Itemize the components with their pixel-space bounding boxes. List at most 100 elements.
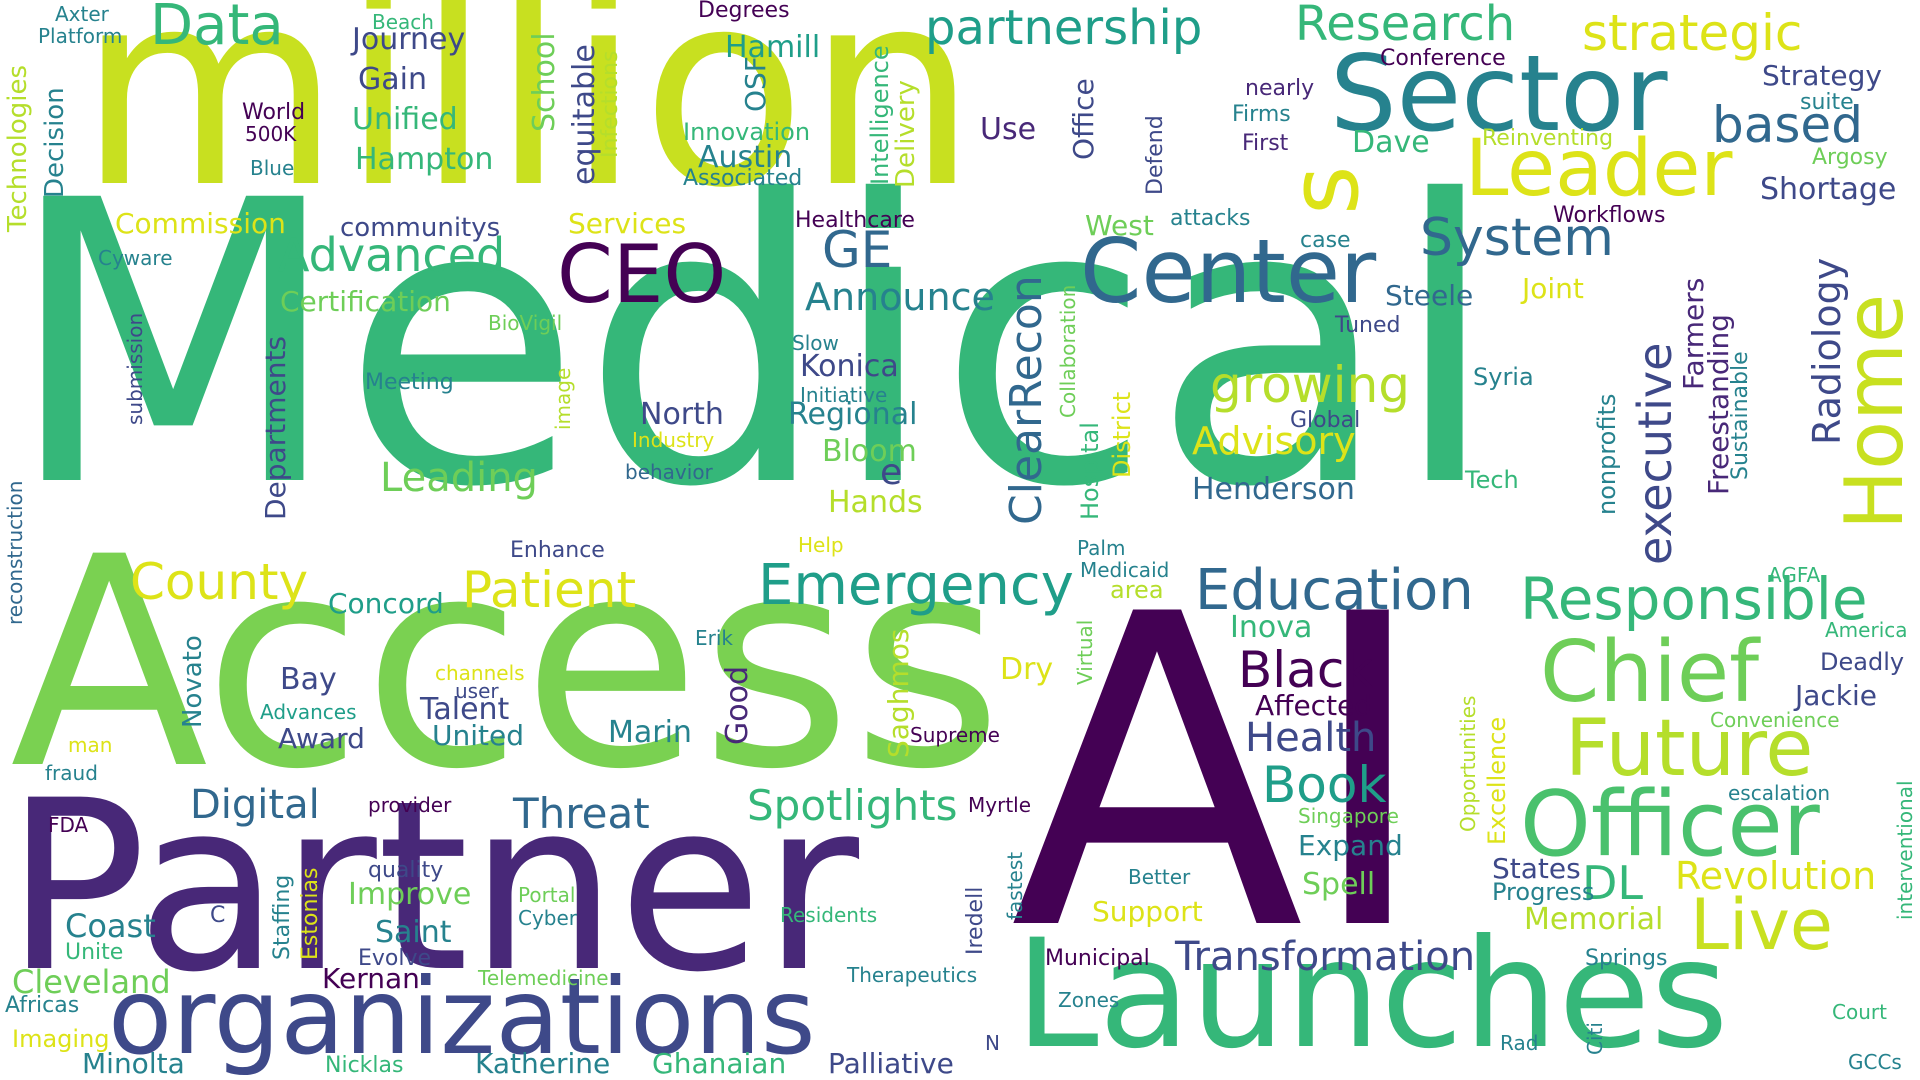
word-reconstruction: reconstruction xyxy=(3,480,27,625)
word-book: Book xyxy=(1262,756,1387,814)
word-agfa: AGFA xyxy=(1768,563,1821,587)
word-research: Research xyxy=(1295,0,1516,52)
word-chief: Chief xyxy=(1540,623,1760,722)
word-affected: Affected xyxy=(1255,689,1373,722)
word-rad: Rad xyxy=(1500,1031,1539,1055)
word-first: First xyxy=(1242,131,1289,156)
word-commission: Commission xyxy=(115,207,286,240)
word-transformation: Transformation xyxy=(1175,934,1476,980)
word-talent: Talent xyxy=(420,692,510,727)
word-improve: Improve xyxy=(348,877,472,912)
word-advances: Advances xyxy=(260,700,357,724)
word-data: Data xyxy=(150,0,284,58)
word-partnership: partnership xyxy=(925,0,1203,56)
word-intelligence: Intelligence xyxy=(866,45,894,185)
word-hampton: Hampton xyxy=(355,142,494,177)
word-channels: channels xyxy=(435,661,525,685)
word-kernan: Kernan xyxy=(322,962,420,995)
word-equitable: equitable xyxy=(567,44,602,185)
word-argosy: Argosy xyxy=(1812,145,1888,170)
word-henderson: Henderson xyxy=(1192,472,1355,507)
word-user: user xyxy=(455,679,499,703)
word-west: West xyxy=(1085,209,1154,242)
word-live: Live xyxy=(1690,884,1833,966)
word-district: District xyxy=(1108,391,1136,478)
word-technologies: Technologies xyxy=(3,64,33,232)
word-novato: Novato xyxy=(178,635,208,728)
word-steele: Steele xyxy=(1385,279,1474,312)
word-strategic: strategic xyxy=(1582,4,1803,62)
word-axter: Axter xyxy=(55,2,109,26)
word-help: Help xyxy=(798,533,844,557)
word-services: Services xyxy=(568,207,687,240)
word-saint: Saint xyxy=(375,915,452,950)
word-responsible: Responsible xyxy=(1520,565,1868,633)
word-residents: Residents xyxy=(780,903,878,927)
word-firms: Firms xyxy=(1232,102,1291,127)
word-revolution: Revolution xyxy=(1675,854,1877,898)
word-progress: Progress xyxy=(1492,878,1595,906)
word-officer: Officer xyxy=(1520,772,1820,877)
word-clearrecon: ClearRecon xyxy=(1001,275,1052,525)
word-industry: Industry xyxy=(632,428,715,452)
word-organizations: organizations xyxy=(108,956,816,1078)
word-digital: Digital xyxy=(190,782,320,828)
word-man: man xyxy=(68,733,113,757)
word-syria: Syria xyxy=(1473,363,1534,391)
word-palm: Palm xyxy=(1077,536,1126,560)
word-nearly: nearly xyxy=(1245,76,1315,101)
word-healthcare: Healthcare xyxy=(795,208,915,233)
word-nonprofits: nonprofits xyxy=(1593,393,1621,515)
word-excellence: Excellence xyxy=(1483,716,1511,845)
word-executive: executive xyxy=(1628,342,1682,565)
word-spotlights: Spotlights xyxy=(747,781,958,830)
word-education: Education xyxy=(1195,558,1474,623)
word-hospital: Hospital xyxy=(1076,422,1104,520)
word-ai: AI xyxy=(1010,525,1431,1025)
word-partner: Partner xyxy=(5,751,860,1024)
word-america: America xyxy=(1825,618,1908,642)
word-n: N xyxy=(985,1031,1000,1055)
word-case: case xyxy=(1300,228,1351,253)
word-imaging: Imaging xyxy=(12,1025,110,1053)
word-black: Black xyxy=(1238,641,1374,699)
word-tuned: Tuned xyxy=(1335,313,1401,338)
word-ge: GE xyxy=(822,221,893,279)
word-slow: Slow xyxy=(792,331,839,355)
word-dl: DL xyxy=(1582,856,1644,910)
word-supreme: Supreme xyxy=(910,723,1000,747)
word-global: Global xyxy=(1290,408,1361,433)
word-regional: Regional xyxy=(788,397,918,432)
word-citi: Citi xyxy=(1583,1022,1607,1055)
word-spell: Spell xyxy=(1302,867,1376,902)
word-ghanaian: Ghanaian xyxy=(652,1047,787,1080)
word-award: Award xyxy=(278,722,365,755)
word-dry: Dry xyxy=(1000,652,1054,687)
word-singapore: Singapore xyxy=(1298,804,1399,828)
word-opportunities: Opportunities xyxy=(1456,695,1480,832)
word-good: Good xyxy=(720,666,755,745)
word-unite: Unite xyxy=(65,940,124,965)
word-growing: growing xyxy=(1210,356,1410,414)
word-workflows: Workflows xyxy=(1553,203,1666,228)
word-future: Future xyxy=(1565,704,1814,794)
word-platform: Platform xyxy=(38,24,123,48)
word-patient: Patient xyxy=(462,561,637,619)
word-departments: Departments xyxy=(259,335,292,520)
word-county: County xyxy=(130,553,309,611)
word-marin: Marin xyxy=(608,715,692,750)
word-deadly: Deadly xyxy=(1820,648,1905,676)
word-attacks: attacks xyxy=(1170,206,1251,231)
word-conference: Conference xyxy=(1380,46,1506,71)
word-strategy: Strategy xyxy=(1762,59,1882,92)
word-collaboration: Collaboration xyxy=(1056,284,1080,418)
word-concord: Concord xyxy=(328,587,444,620)
word-municipal: Municipal xyxy=(1045,946,1150,971)
word-fastest: fastest xyxy=(1003,851,1027,920)
word-degrees: Degrees xyxy=(698,0,790,23)
word-gccs: GCCs xyxy=(1848,1050,1902,1074)
word-palliative: Palliative xyxy=(828,1047,954,1080)
word-hands: Hands xyxy=(828,485,923,520)
word-suite: suite xyxy=(1800,90,1854,115)
word-e: e xyxy=(880,452,903,493)
